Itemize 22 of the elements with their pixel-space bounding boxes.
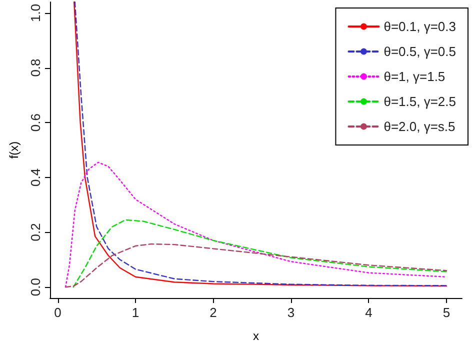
y-tick-label: 0.4 (28, 168, 43, 186)
y-axis-title: f(x) (7, 141, 21, 159)
x-tick-label: 0 (54, 305, 62, 320)
x-tick-label: 5 (442, 305, 450, 320)
y-tick-label: 1.0 (28, 4, 43, 22)
x-tick-label: 2 (210, 305, 217, 320)
legend-label: θ=1.5, γ=2.5 (384, 94, 456, 109)
x-tick-label: 1 (132, 305, 140, 320)
x-axis-title: x (253, 329, 259, 343)
x-tick-label: 3 (287, 305, 295, 320)
legend-label: θ=0.1, γ=0.3 (384, 19, 456, 34)
y-tick-label: 0.8 (28, 58, 43, 77)
y-tick-label: 0.2 (28, 223, 43, 242)
line-series (72, 219, 448, 288)
y-tick-label: 0.6 (28, 114, 43, 132)
line-series (64, 162, 448, 288)
y-tick-label: 0.0 (28, 278, 43, 296)
legend-label: θ=2.0, γ=s.5 (384, 119, 456, 134)
legend-label: θ=1, γ=1.5 (384, 69, 446, 84)
line-series (64, 243, 448, 288)
legend-label: θ=0.5, γ=0.5 (384, 44, 456, 59)
x-tick-label: 4 (365, 305, 372, 320)
